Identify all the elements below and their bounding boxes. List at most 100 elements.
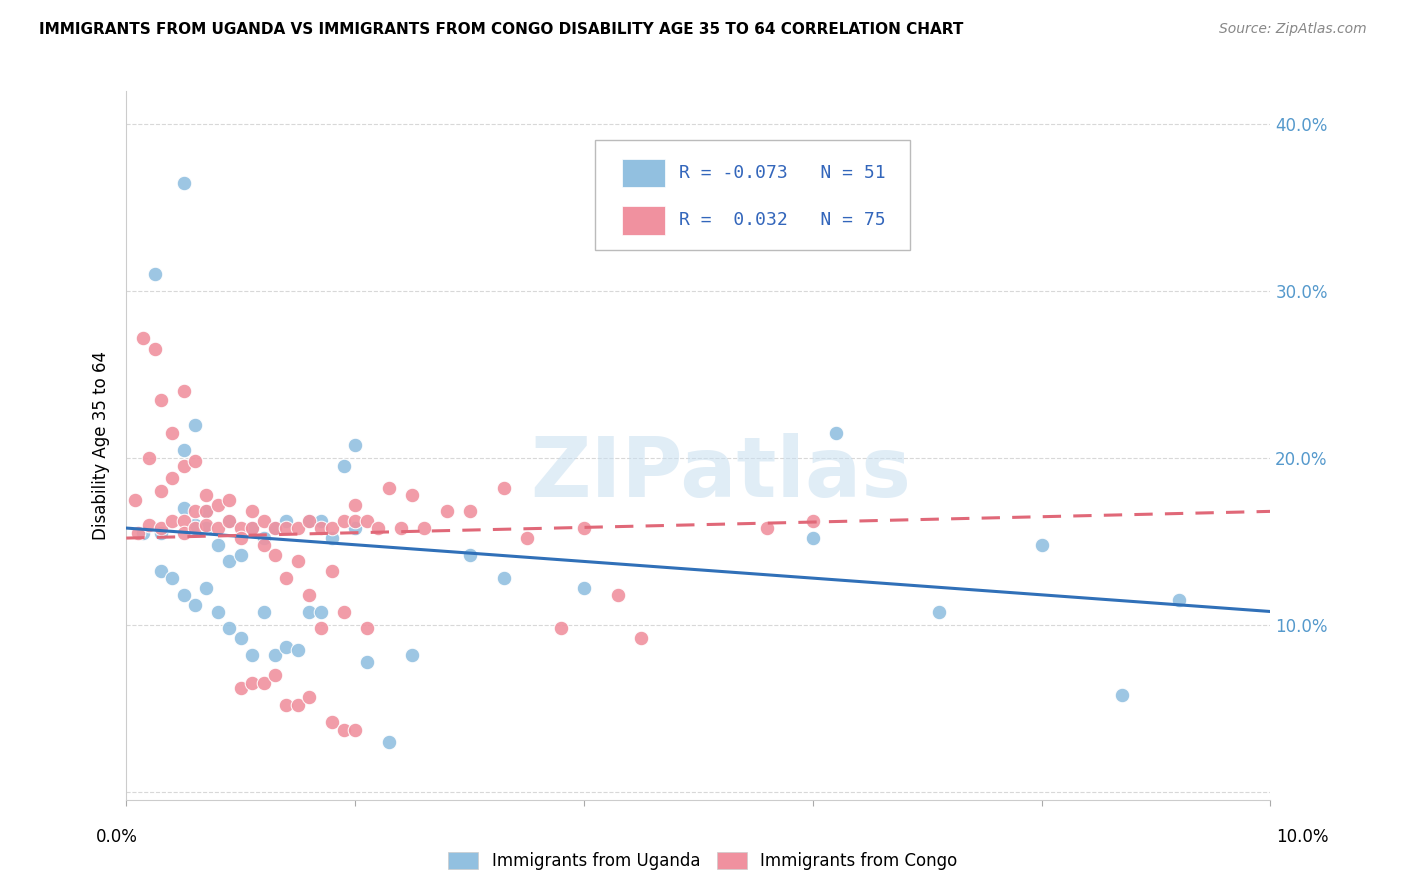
Point (1111, 688, 1133, 702)
Point (378, 734, 401, 748)
Point (356, 655, 378, 669)
Point (287, 554, 309, 568)
Point (378, 481, 401, 495)
Point (550, 621, 572, 635)
Point (1031, 538, 1053, 552)
Point (401, 488, 423, 502)
Point (309, 621, 332, 635)
Point (229, 681, 252, 696)
Point (252, 531, 274, 545)
Point (195, 581, 218, 595)
Point (264, 648, 287, 662)
Point (321, 521, 343, 535)
Point (344, 498, 367, 512)
Point (160, 571, 183, 585)
Point (436, 504, 458, 518)
Point (124, 492, 146, 507)
Point (321, 565, 343, 579)
Point (928, 605, 950, 619)
Point (321, 714, 343, 729)
Point (184, 417, 207, 432)
Point (458, 504, 481, 518)
Point (252, 515, 274, 529)
Point (276, 698, 298, 712)
Point (207, 521, 229, 535)
Point (516, 531, 538, 545)
Point (149, 392, 172, 407)
Point (184, 598, 207, 612)
Bar (621, 159, 665, 187)
Point (276, 521, 298, 535)
Point (344, 515, 367, 529)
Point (276, 640, 298, 654)
Point (173, 442, 195, 457)
Text: R =  0.032   N = 75: R = 0.032 N = 75 (679, 211, 886, 229)
Point (195, 504, 218, 518)
Point (173, 459, 195, 474)
Text: R = -0.073   N = 51: R = -0.073 N = 51 (679, 164, 886, 182)
Point (401, 648, 423, 662)
Point (332, 605, 354, 619)
Point (801, 531, 824, 545)
Point (149, 565, 172, 579)
Point (173, 526, 195, 541)
Point (160, 471, 183, 485)
Point (309, 605, 332, 619)
Point (149, 526, 172, 541)
Point (252, 605, 274, 619)
Text: 10.0%: 10.0% (1277, 828, 1329, 846)
Point (218, 554, 240, 568)
Point (298, 515, 321, 529)
Point (184, 504, 207, 518)
Point (332, 459, 354, 474)
Point (412, 521, 434, 535)
Point (195, 521, 218, 535)
Point (344, 723, 367, 737)
Point (344, 521, 367, 535)
Point (298, 605, 321, 619)
Text: ZIPatlas: ZIPatlas (530, 434, 911, 515)
Point (229, 521, 252, 535)
FancyBboxPatch shape (595, 140, 910, 251)
Point (356, 621, 378, 635)
Point (298, 588, 321, 602)
Point (173, 176, 195, 190)
Point (332, 723, 354, 737)
Point (195, 488, 218, 502)
Text: 0.0%: 0.0% (96, 828, 138, 846)
Point (218, 515, 240, 529)
Point (149, 484, 172, 499)
Point (298, 515, 321, 529)
Point (389, 521, 412, 535)
Point (287, 643, 309, 657)
Point (229, 548, 252, 562)
Point (195, 517, 218, 532)
Point (138, 517, 160, 532)
Point (276, 571, 298, 585)
Point (287, 698, 309, 712)
Point (321, 531, 343, 545)
Point (252, 538, 274, 552)
Point (264, 521, 287, 535)
Point (138, 450, 160, 465)
Point (173, 384, 195, 399)
Point (149, 521, 172, 535)
Point (218, 515, 240, 529)
Point (229, 631, 252, 645)
Point (229, 531, 252, 545)
Point (240, 504, 263, 518)
Bar (621, 206, 665, 235)
Point (276, 515, 298, 529)
Point (132, 331, 155, 345)
Y-axis label: Disability Age 35 to 64: Disability Age 35 to 64 (93, 351, 110, 540)
Point (218, 492, 240, 507)
Point (492, 481, 515, 495)
Point (332, 515, 354, 529)
Point (195, 504, 218, 518)
Point (298, 690, 321, 704)
Point (143, 343, 166, 357)
Point (218, 621, 240, 635)
Point (607, 588, 630, 602)
Point (264, 668, 287, 682)
Point (252, 676, 274, 690)
